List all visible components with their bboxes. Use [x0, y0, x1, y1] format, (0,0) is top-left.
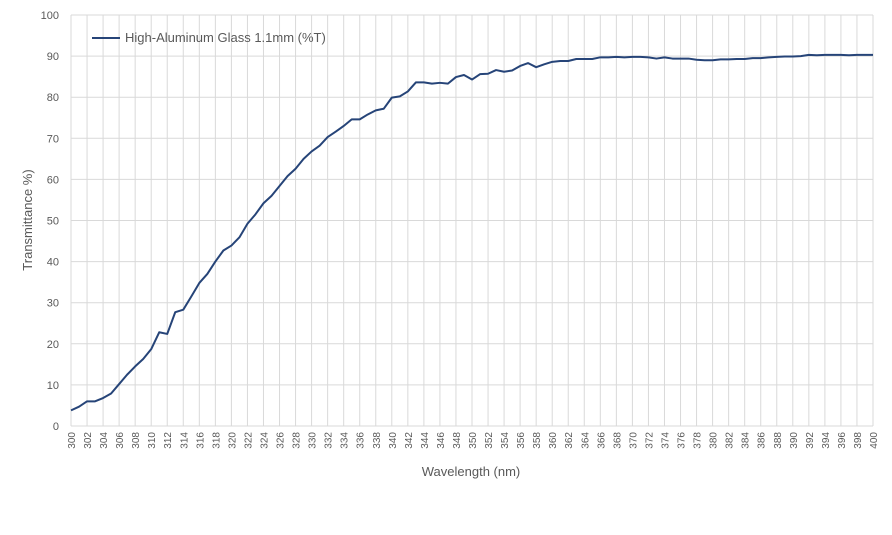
x-tick-label: 374: [660, 432, 671, 449]
y-tick-label: 50: [47, 216, 59, 228]
x-tick-label: 344: [420, 432, 431, 449]
y-tick-label: 60: [47, 174, 59, 186]
x-tick-label: 390: [789, 432, 800, 449]
y-tick-label: 40: [47, 257, 59, 269]
x-tick-label: 396: [837, 432, 848, 449]
x-tick-label: 340: [388, 432, 399, 449]
x-tick-label: 308: [131, 432, 142, 449]
x-axis-title: Wavelength (nm): [422, 464, 521, 479]
x-tick-label: 348: [452, 432, 463, 449]
y-tick-label: 100: [41, 10, 59, 22]
x-tick-label: 362: [564, 432, 575, 449]
y-tick-label: 70: [47, 133, 59, 145]
x-tick-label: 326: [276, 432, 287, 449]
y-tick-label: 0: [53, 421, 59, 433]
x-tick-label: 320: [227, 432, 238, 449]
x-tick-label: 306: [115, 432, 126, 449]
x-tick-label: 380: [709, 432, 720, 449]
x-tick-label: 366: [596, 432, 607, 449]
x-tick-label: 330: [308, 432, 319, 449]
x-tick-label: 342: [404, 432, 415, 449]
x-tick-label: 312: [163, 432, 174, 449]
x-tick-label: 300: [67, 432, 78, 449]
x-tick-label: 382: [725, 432, 736, 449]
x-tick-label: 346: [436, 432, 447, 449]
y-tick-label: 10: [47, 380, 59, 392]
x-tick-label: 318: [211, 432, 222, 449]
x-tick-label: 324: [259, 432, 270, 449]
x-tick-label: 356: [516, 432, 527, 449]
x-tick-label: 316: [195, 432, 206, 449]
x-tick-label: 358: [532, 432, 543, 449]
y-tick-label: 80: [47, 92, 59, 104]
x-tick-label: 376: [677, 432, 688, 449]
x-tick-label: 384: [741, 432, 752, 449]
x-tick-label: 354: [500, 432, 511, 449]
data-line: [70, 53, 873, 412]
x-tick-label: 378: [693, 432, 704, 449]
x-tick-label: 388: [773, 432, 784, 449]
x-tick-label: 398: [853, 432, 864, 449]
y-tick-label: 90: [47, 51, 59, 63]
x-tick-label: 386: [757, 432, 768, 449]
x-tick-label: 336: [356, 432, 367, 449]
legend-label: High-Aluminum Glass 1.1mm (%T): [125, 30, 326, 45]
x-tick-label: 394: [821, 432, 832, 449]
x-tick-label: 350: [468, 432, 479, 449]
x-tick-label: 400: [869, 432, 880, 449]
x-tick-label: 392: [805, 432, 816, 449]
y-axis-title: Transmittance %): [20, 169, 35, 270]
x-tick-label: 328: [292, 432, 303, 449]
x-tick-label: 370: [628, 432, 639, 449]
x-tick-label: 360: [548, 432, 559, 449]
x-tick-label: 332: [324, 432, 335, 449]
x-tick-label: 322: [243, 432, 254, 449]
x-tick-label: 314: [179, 432, 190, 449]
x-tick-label: 334: [340, 432, 351, 449]
y-tick-label: 30: [47, 298, 59, 310]
x-tick-label: 304: [99, 432, 110, 449]
x-tick-label: 352: [484, 432, 495, 449]
x-tick-label: 364: [580, 432, 591, 449]
x-tick-label: 368: [612, 432, 623, 449]
x-tick-label: 302: [83, 432, 94, 449]
y-tick-label: 20: [47, 339, 59, 351]
x-tick-label: 338: [372, 432, 383, 449]
x-tick-label: 310: [147, 432, 158, 449]
x-tick-label: 372: [644, 432, 655, 449]
